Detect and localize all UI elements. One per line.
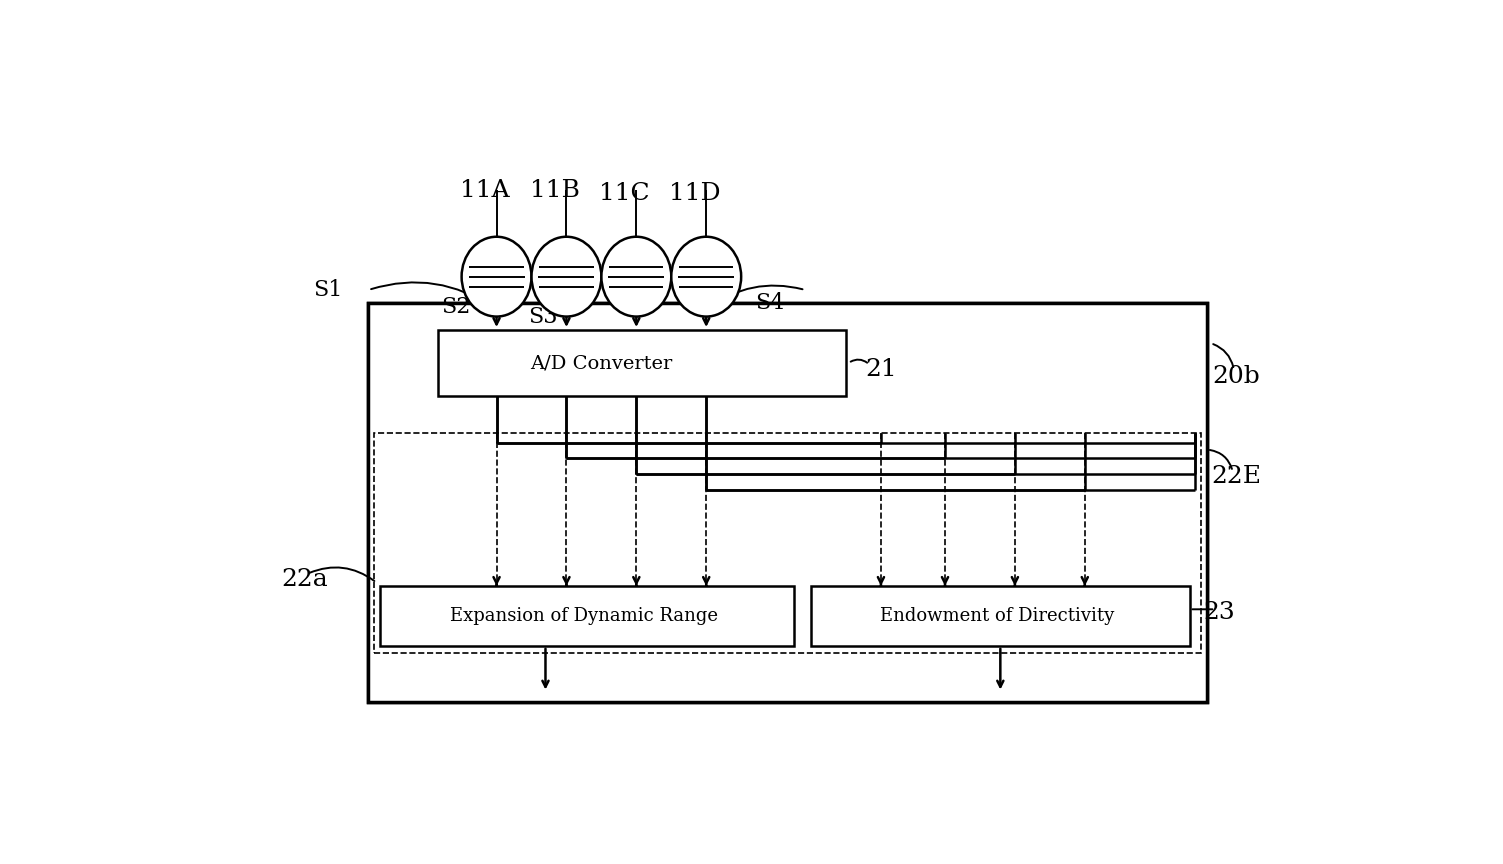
Text: S3: S3 (529, 306, 558, 327)
Ellipse shape (601, 237, 672, 316)
FancyBboxPatch shape (812, 586, 1190, 646)
FancyBboxPatch shape (368, 303, 1207, 702)
Ellipse shape (672, 237, 741, 316)
Text: 11B: 11B (531, 179, 580, 201)
FancyBboxPatch shape (439, 330, 846, 397)
Text: S1: S1 (313, 279, 343, 301)
Text: 22a: 22a (281, 568, 328, 591)
Text: A/D Converter: A/D Converter (531, 354, 672, 372)
FancyBboxPatch shape (812, 586, 1190, 646)
Text: 11C: 11C (600, 182, 649, 205)
FancyBboxPatch shape (380, 586, 794, 646)
Text: Expansion of Dynamic Range: Expansion of Dynamic Range (449, 607, 718, 625)
Text: S4: S4 (756, 292, 785, 314)
FancyBboxPatch shape (439, 330, 846, 397)
Text: 23: 23 (1202, 601, 1234, 624)
Text: Endowment of Directivity: Endowment of Directivity (881, 607, 1115, 625)
FancyBboxPatch shape (380, 586, 794, 646)
Ellipse shape (461, 237, 532, 316)
Text: 11D: 11D (669, 182, 720, 205)
Text: 22E: 22E (1211, 465, 1261, 488)
Ellipse shape (532, 237, 601, 316)
Text: 21: 21 (866, 359, 897, 381)
FancyBboxPatch shape (368, 303, 1207, 702)
Text: 20b: 20b (1213, 365, 1260, 388)
Text: S2: S2 (440, 295, 470, 318)
Text: 11A: 11A (460, 179, 510, 201)
